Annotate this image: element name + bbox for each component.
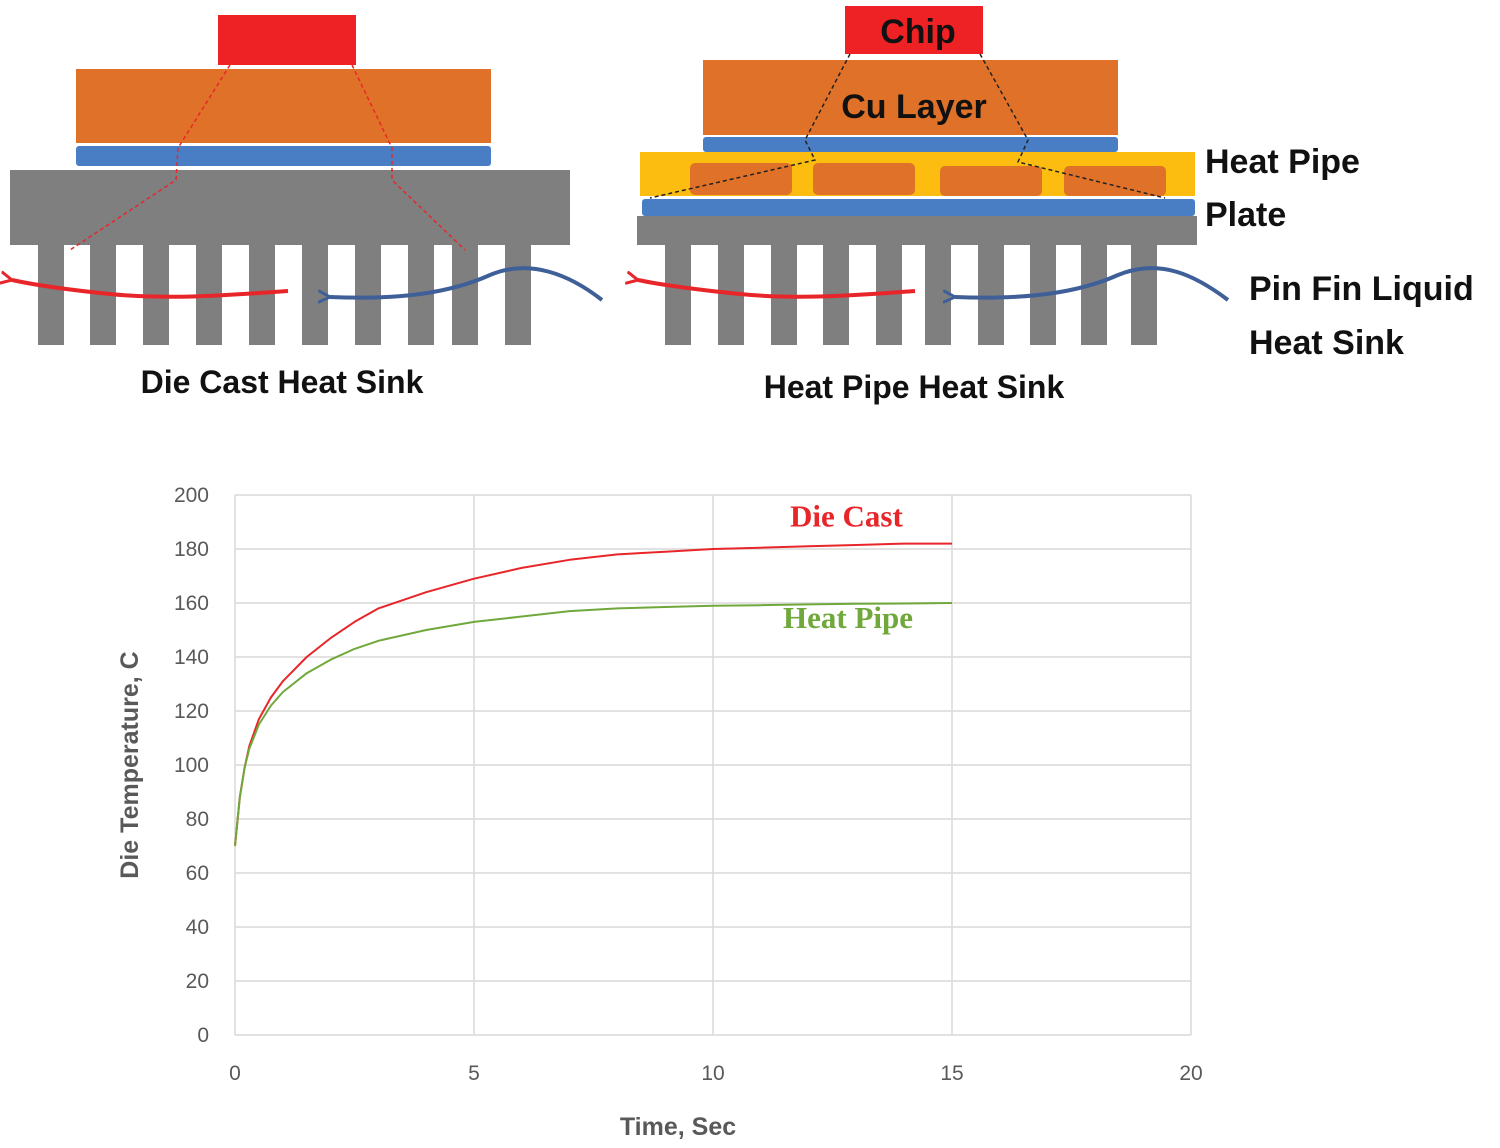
tim-layer [76, 146, 491, 166]
heat-sink-base [10, 170, 570, 245]
y-axis-title: Die Temperature, C [116, 651, 144, 878]
chip-block [218, 15, 356, 65]
chip-block [845, 6, 983, 54]
x-axis-ticks: 0 5 10 15 20 [229, 1062, 1203, 1085]
heat-pipe-heat-sink-title: Heat Pipe Heat Sink [764, 369, 1065, 405]
y-tick-label: 60 [186, 862, 209, 885]
cold-flow-arrow [330, 266, 604, 300]
temperature-chart: 0 5 10 15 20 0 20 40 60 80 100 120 140 160 180 200 Die… [116, 484, 1203, 1141]
heat-spread-line [69, 64, 231, 251]
chart-grid [234, 494, 1192, 1036]
pin-fin-label: Pin Fin Liquid [1249, 270, 1474, 308]
y-tick-label: 100 [174, 754, 209, 777]
x-tick-label: 5 [468, 1062, 480, 1085]
heat-pipe-plate-label: Heat Pipe [1205, 143, 1360, 181]
series-line-heat-pipe [234, 602, 953, 847]
heat-sink-fins [665, 245, 1157, 345]
heat-pipe-channels [690, 163, 1166, 196]
y-tick-label: 160 [174, 592, 209, 615]
heat-pipe-heat-sink-diagram: Chip Cu Layer Heat Pipe P [637, 6, 1474, 405]
heat-sink-base [637, 216, 1197, 245]
tim-layer [703, 137, 1118, 152]
die-cast-heat-sink-diagram: Die Cast Heat Sink [10, 15, 604, 400]
y-tick-label: 180 [174, 538, 209, 561]
y-axis-ticks: 0 20 40 60 80 100 120 140 160 180 200 [174, 484, 209, 1047]
cu-layer-block [76, 69, 491, 143]
series-line-die-cast [234, 542, 952, 847]
heat-spread-line [649, 53, 851, 199]
x-axis-title: Time, Sec [620, 1113, 736, 1141]
chip-label: Chip [880, 13, 956, 51]
y-tick-label: 20 [186, 970, 209, 993]
y-tick-label: 0 [197, 1024, 209, 1047]
y-tick-label: 140 [174, 646, 209, 669]
heat-spread-line [979, 53, 1166, 199]
series-label: Heat Pipe [783, 600, 913, 635]
pin-fin-label: Heat Sink [1249, 324, 1404, 362]
cu-layer-label: Cu Layer [841, 88, 987, 126]
series-label: Die Cast [790, 499, 903, 534]
x-tick-label: 20 [1179, 1062, 1202, 1085]
cold-flow-arrow [955, 266, 1230, 300]
y-tick-label: 80 [186, 808, 209, 831]
hot-flow-arrow [12, 280, 289, 299]
tim-layer [642, 199, 1195, 216]
x-tick-label: 15 [940, 1062, 963, 1085]
heat-spread-line [351, 64, 466, 251]
hot-flow-arrow [638, 280, 916, 299]
x-tick-label: 0 [229, 1062, 241, 1085]
chart-series: Die Cast Heat Pipe [234, 499, 953, 847]
y-tick-label: 200 [174, 484, 209, 507]
x-tick-label: 10 [701, 1062, 724, 1085]
cu-layer-block [703, 60, 1118, 135]
y-tick-label: 120 [174, 700, 209, 723]
die-cast-heat-sink-title: Die Cast Heat Sink [141, 364, 424, 400]
heat-pipe-plate-label: Plate [1205, 196, 1286, 234]
y-tick-label: 40 [186, 916, 209, 939]
